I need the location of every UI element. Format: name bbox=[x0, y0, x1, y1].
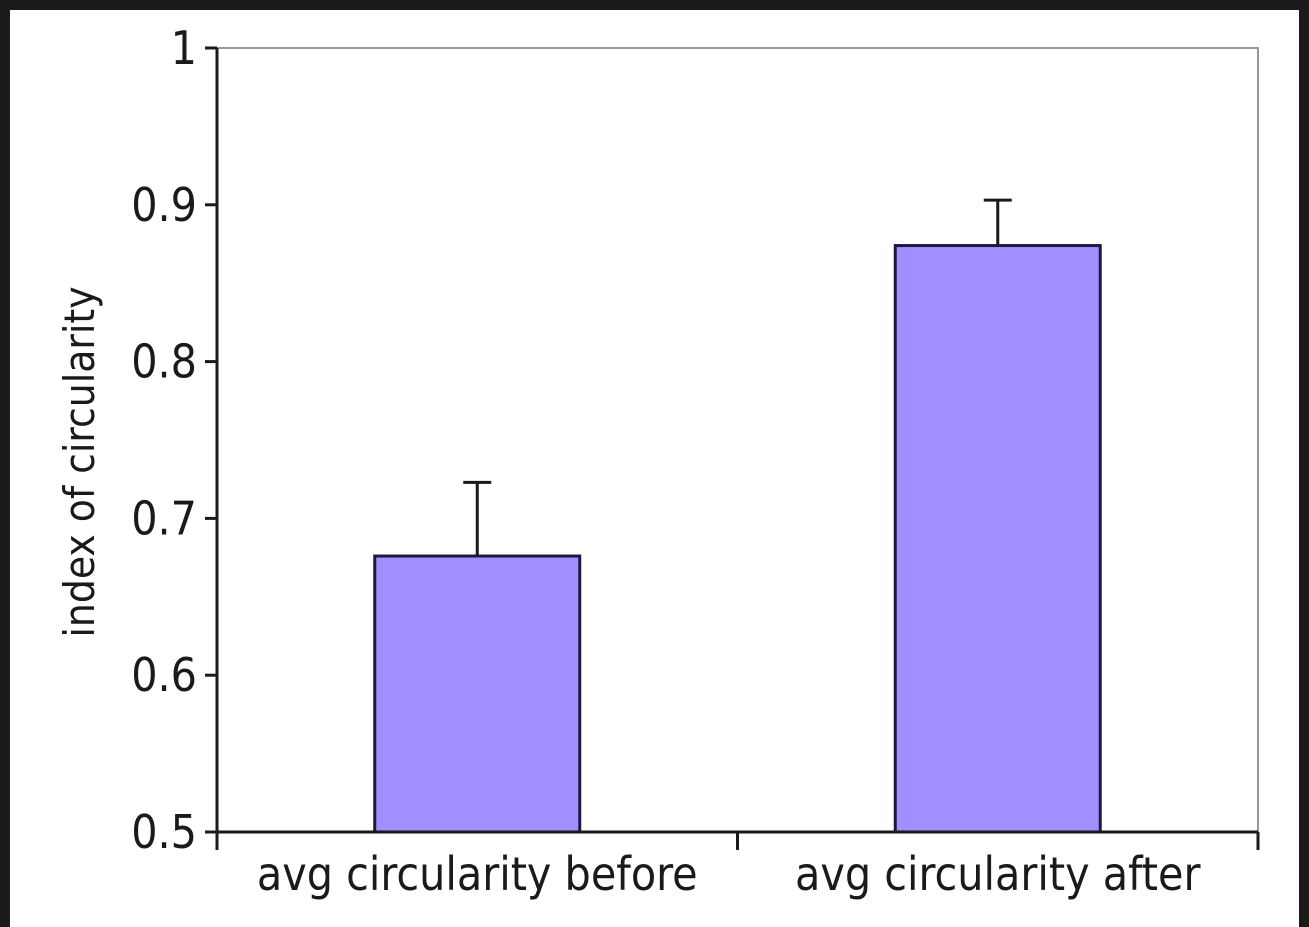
plot-area bbox=[216, 47, 1259, 833]
y-tick-label: 0.7 bbox=[131, 491, 197, 545]
y-tick-label: 1 bbox=[171, 21, 197, 75]
y-tick-label: 0.9 bbox=[131, 178, 197, 232]
y-tick-label: 0.5 bbox=[131, 805, 197, 859]
bar bbox=[373, 554, 582, 834]
chart-frame: 0.5 0.6 0.7 0.8 0.9 1 avg circularity before av… bbox=[10, 10, 1299, 927]
x-category-label: avg circularity after bbox=[795, 847, 1201, 901]
x-category-label: avg circularity before bbox=[257, 847, 698, 901]
y-tick-label: 0.6 bbox=[131, 648, 197, 702]
bar bbox=[893, 244, 1102, 834]
y-axis-title: index of circularity bbox=[55, 286, 104, 637]
y-tick-label: 0.8 bbox=[131, 335, 197, 389]
bar-chart: 0.5 0.6 0.7 0.8 0.9 1 avg circularity before av… bbox=[55, 21, 1260, 901]
